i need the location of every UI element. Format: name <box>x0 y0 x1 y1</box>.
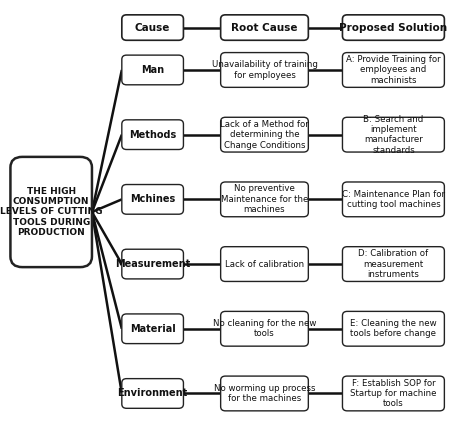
FancyBboxPatch shape <box>122 15 183 40</box>
FancyBboxPatch shape <box>122 249 183 279</box>
Text: D: Calibration of
measurement
instruments: D: Calibration of measurement instrument… <box>358 249 428 279</box>
Text: Mchines: Mchines <box>130 194 175 204</box>
Text: Unavailability of training
for employees: Unavailability of training for employees <box>211 60 318 80</box>
FancyBboxPatch shape <box>122 314 183 343</box>
FancyBboxPatch shape <box>221 15 309 40</box>
Text: A: Provide Training for
employees and
machinists: A: Provide Training for employees and ma… <box>346 55 441 85</box>
FancyBboxPatch shape <box>221 311 309 346</box>
Text: No worming up process
for the machines: No worming up process for the machines <box>214 384 315 403</box>
FancyBboxPatch shape <box>343 53 445 87</box>
Text: Methods: Methods <box>129 130 176 139</box>
FancyBboxPatch shape <box>221 182 309 217</box>
Text: C: Maintenance Plan for
cutting tool machines: C: Maintenance Plan for cutting tool mac… <box>342 190 445 209</box>
Text: F: Establish SOP for
Startup for machine
tools: F: Establish SOP for Startup for machine… <box>350 379 437 408</box>
Text: Root Cause: Root Cause <box>231 22 298 33</box>
Text: THE HIGH
CONSUMPTION
LEVELS OF CUTTING
TOOLS DURING
PRODUCTION: THE HIGH CONSUMPTION LEVELS OF CUTTING T… <box>0 187 102 237</box>
FancyBboxPatch shape <box>343 15 445 40</box>
FancyBboxPatch shape <box>343 376 445 411</box>
FancyBboxPatch shape <box>343 182 445 217</box>
Text: No cleaning for the new
tools: No cleaning for the new tools <box>213 319 316 338</box>
FancyBboxPatch shape <box>122 184 183 214</box>
Text: Cause: Cause <box>135 22 170 33</box>
Text: Lack of calibration: Lack of calibration <box>225 259 304 268</box>
Text: Measurement: Measurement <box>115 259 190 269</box>
Text: Man: Man <box>141 65 164 75</box>
Text: Material: Material <box>130 324 175 334</box>
FancyBboxPatch shape <box>10 157 92 267</box>
FancyBboxPatch shape <box>221 117 309 152</box>
FancyBboxPatch shape <box>221 53 309 87</box>
FancyBboxPatch shape <box>122 55 183 85</box>
Text: Environment: Environment <box>118 388 188 399</box>
FancyBboxPatch shape <box>343 311 445 346</box>
Text: Lack of a Method for
determining the
Change Conditions: Lack of a Method for determining the Cha… <box>220 120 309 150</box>
FancyBboxPatch shape <box>122 120 183 150</box>
Text: B: Search and
implement
manufacturer
standards: B: Search and implement manufacturer sta… <box>363 114 424 155</box>
FancyBboxPatch shape <box>343 117 445 152</box>
Text: No preventive
Maintenance for the
machines: No preventive Maintenance for the machin… <box>221 184 308 214</box>
Text: E: Cleaning the new
tools before change: E: Cleaning the new tools before change <box>350 319 437 338</box>
Text: Proposed Solution: Proposed Solution <box>339 22 447 33</box>
FancyBboxPatch shape <box>122 379 183 408</box>
FancyBboxPatch shape <box>221 376 309 411</box>
FancyBboxPatch shape <box>343 247 445 282</box>
FancyBboxPatch shape <box>221 247 309 282</box>
